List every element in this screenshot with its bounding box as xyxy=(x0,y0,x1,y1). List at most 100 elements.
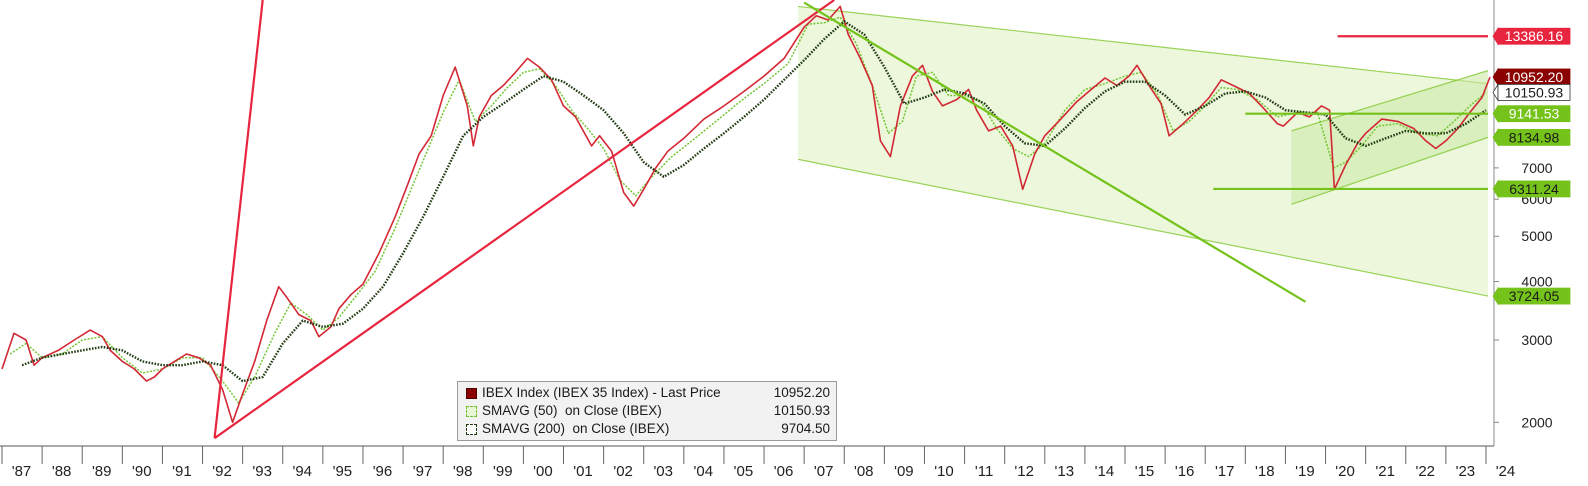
x-tick-label: '99 xyxy=(493,463,513,480)
series-point-2 xyxy=(964,93,966,95)
series-point-1 xyxy=(932,72,934,74)
series-point-2 xyxy=(904,103,906,105)
series-point-2 xyxy=(142,361,144,363)
x-tick-label: '19 xyxy=(1295,463,1315,480)
series-point-0 xyxy=(1425,140,1427,142)
series-point-0 xyxy=(1397,121,1399,123)
series-point-1 xyxy=(490,105,492,107)
series-point-0 xyxy=(1435,148,1437,150)
series-point-2 xyxy=(603,109,605,111)
series-point-0 xyxy=(318,336,320,338)
series-point-0 xyxy=(976,109,978,111)
series-point-0 xyxy=(109,350,111,352)
series-point-0 xyxy=(783,58,785,60)
series-point-0 xyxy=(1000,125,1002,127)
series-point-0 xyxy=(643,188,645,190)
series-point-2 xyxy=(743,116,745,118)
series-line-2 xyxy=(21,20,1487,383)
channel-fill xyxy=(1291,70,1488,205)
value-tag-label: 6311.24 xyxy=(1509,181,1559,197)
series-point-0 xyxy=(101,336,103,338)
value-tag-label: 8134.98 xyxy=(1509,129,1560,145)
series-point-0 xyxy=(743,91,745,93)
series-point-0 xyxy=(703,118,705,120)
series-point-0 xyxy=(472,145,474,147)
series-point-0 xyxy=(286,297,288,299)
series-point-0 xyxy=(394,216,396,218)
series-point-0 xyxy=(310,320,312,322)
x-tick-label: '94 xyxy=(292,463,312,480)
series-point-1 xyxy=(394,227,396,229)
value-tag-label: 9141.53 xyxy=(1509,106,1560,122)
series-point-1 xyxy=(507,87,509,89)
series-point-0 xyxy=(1034,153,1036,155)
series-point-2 xyxy=(1465,123,1467,125)
trendlines xyxy=(213,0,1488,440)
series-point-0 xyxy=(611,150,613,152)
series-point-2 xyxy=(382,286,384,288)
series-point-2 xyxy=(61,353,63,355)
series-point-1 xyxy=(306,314,308,316)
price-series xyxy=(1,5,1491,424)
series-point-2 xyxy=(81,350,83,352)
x-tick-label: '14 xyxy=(1095,463,1115,480)
legend-entry-smavg200: SMAVG (200) on Close (IBEX) 9704.50 xyxy=(458,420,836,438)
series-point-0 xyxy=(1136,64,1138,66)
series-point-1 xyxy=(603,148,605,150)
series-point-0 xyxy=(1182,123,1184,125)
series-point-0 xyxy=(466,105,468,107)
series-point-0 xyxy=(599,135,601,137)
series-point-2 xyxy=(502,103,504,105)
x-tick-label: '21 xyxy=(1375,463,1395,480)
series-point-1 xyxy=(1277,116,1279,118)
series-point-1 xyxy=(1156,93,1158,95)
series-point-0 xyxy=(723,105,725,107)
value-tag-box xyxy=(1497,287,1571,305)
series-point-1 xyxy=(142,372,144,374)
channel-lower-line xyxy=(798,158,1489,297)
series-point-2 xyxy=(783,79,785,81)
series-point-0 xyxy=(803,26,805,28)
series-point-2 xyxy=(984,103,986,105)
series-point-0 xyxy=(1088,91,1090,93)
y-tick-label: 7000 xyxy=(1521,160,1552,176)
legend-label-smavg200: SMAVG (200) on Close (IBEX) xyxy=(482,421,670,436)
series-point-0 xyxy=(922,64,924,66)
series-point-1 xyxy=(1104,83,1106,85)
series-point-0 xyxy=(847,34,849,36)
channel-lower-line xyxy=(1291,136,1489,205)
series-point-2 xyxy=(1425,132,1427,134)
x-tick-label: '98 xyxy=(453,463,473,480)
legend-label-smavg50: SMAVG (50) on Close (IBEX) xyxy=(482,403,662,418)
series-point-0 xyxy=(1044,135,1046,137)
series-point-1 xyxy=(1397,123,1399,125)
value-tag-label: 3724.05 xyxy=(1509,288,1560,304)
series-point-0 xyxy=(1321,105,1323,107)
x-tick-label: '05 xyxy=(734,463,754,480)
x-tick-label: '00 xyxy=(533,463,553,480)
value-tag-label: 10952.20 xyxy=(1505,69,1564,85)
legend-entry-smavg50: SMAVG (50) on Close (IBEX) 10150.93 xyxy=(458,402,836,420)
x-tick-label: '88 xyxy=(52,463,72,480)
series-point-0 xyxy=(890,156,892,158)
series-point-0 xyxy=(1413,128,1415,130)
series-point-1 xyxy=(902,121,904,123)
legend-label-price: IBEX Index (IBEX 35 Index) - Last Price xyxy=(482,385,721,400)
series-point-0 xyxy=(633,205,635,207)
x-tick-label: '08 xyxy=(854,463,874,480)
series-point-2 xyxy=(1124,81,1126,83)
series-point-0 xyxy=(839,6,841,8)
series-point-0 xyxy=(298,314,300,316)
series-point-2 xyxy=(763,99,765,101)
x-tick-label: '16 xyxy=(1175,463,1195,480)
x-tick-label: '04 xyxy=(694,463,714,480)
series-point-1 xyxy=(739,101,741,103)
series-point-2 xyxy=(663,176,665,178)
series-point-0 xyxy=(912,75,914,77)
x-tick-label: '10 xyxy=(934,463,954,480)
series-point-2 xyxy=(1084,107,1086,109)
series-point-2 xyxy=(302,320,304,322)
series-point-1 xyxy=(571,109,573,111)
x-tick-label: '15 xyxy=(1135,463,1155,480)
